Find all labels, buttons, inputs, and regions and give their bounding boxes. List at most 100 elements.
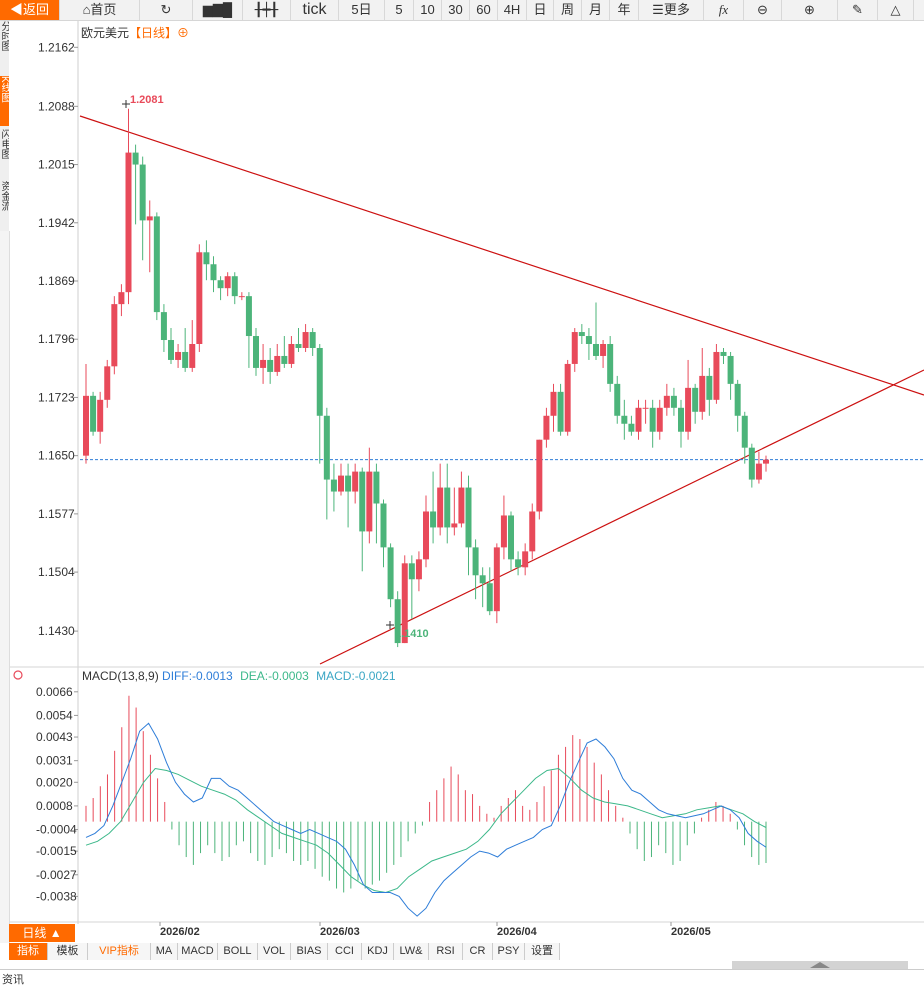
- candle[interactable]: [692, 383, 699, 424]
- zoom-in-button[interactable]: ⊕: [782, 0, 838, 20]
- candle[interactable]: [536, 439, 543, 520]
- candle[interactable]: [621, 399, 628, 440]
- candle[interactable]: [571, 328, 578, 372]
- tab-lw[interactable]: LW&: [394, 943, 429, 960]
- candle[interactable]: [600, 340, 607, 368]
- candle[interactable]: [253, 328, 259, 376]
- zoom-out-button[interactable]: ⊖: [744, 0, 782, 20]
- candle[interactable]: [635, 399, 642, 440]
- candle[interactable]: [224, 272, 231, 297]
- candle[interactable]: [359, 467, 366, 572]
- candle[interactable]: [345, 463, 352, 528]
- candle[interactable]: [139, 156, 146, 261]
- candle[interactable]: [649, 399, 656, 448]
- candle[interactable]: [196, 244, 203, 352]
- period-10min[interactable]: 10: [414, 0, 442, 20]
- candle[interactable]: [699, 347, 706, 420]
- candle[interactable]: [593, 302, 599, 360]
- tab-vol[interactable]: VOL: [258, 943, 291, 960]
- candle[interactable]: [217, 276, 224, 301]
- draw-tool-button[interactable]: ✎: [838, 0, 878, 20]
- candle[interactable]: [146, 200, 153, 273]
- tab-indicator[interactable]: 指标: [9, 943, 48, 960]
- candle[interactable]: [564, 359, 571, 436]
- candle[interactable]: [118, 284, 125, 317]
- tab-ma[interactable]: MA: [151, 943, 178, 960]
- candle[interactable]: [550, 383, 557, 432]
- candle[interactable]: [245, 292, 252, 368]
- tab-kdj[interactable]: KDJ: [362, 943, 394, 960]
- side-tab-kline[interactable]: K线图: [0, 76, 9, 126]
- period-4h[interactable]: 4H: [498, 0, 527, 20]
- candle[interactable]: [267, 347, 274, 384]
- bar-chart-button[interactable]: ▆▇█: [193, 0, 243, 20]
- formula-button[interactable]: fx: [704, 0, 744, 20]
- candle[interactable]: [182, 328, 189, 372]
- candle[interactable]: [281, 336, 288, 368]
- candle[interactable]: [465, 475, 472, 576]
- candle[interactable]: [529, 503, 536, 560]
- candle[interactable]: [607, 336, 614, 392]
- tab-cr[interactable]: CR: [463, 943, 493, 960]
- candle[interactable]: [508, 511, 514, 572]
- candle[interactable]: [748, 443, 755, 488]
- back-button[interactable]: ◀返回: [0, 0, 60, 20]
- horizontal-scrollbar[interactable]: [732, 961, 908, 969]
- kline-chart[interactable]: 1.2162 1.2088 1.2015 1.1942 1.1869 1.1796 1.17…: [0, 0, 924, 945]
- candle[interactable]: [614, 375, 621, 424]
- candle[interactable]: [500, 495, 507, 560]
- tab-bias[interactable]: BIAS: [291, 943, 328, 960]
- candle[interactable]: [670, 387, 677, 416]
- candle[interactable]: [274, 344, 281, 376]
- candle[interactable]: [83, 363, 89, 464]
- tab-template[interactable]: 模板: [48, 943, 88, 960]
- more-button[interactable]: ☰更多: [639, 0, 704, 20]
- candle[interactable]: [125, 108, 132, 305]
- candle[interactable]: [444, 463, 451, 544]
- candle[interactable]: [175, 344, 182, 368]
- candle[interactable]: [238, 292, 245, 301]
- period-5min[interactable]: 5: [385, 0, 414, 20]
- tab-settings[interactable]: 设置: [525, 943, 560, 960]
- period-day[interactable]: 日: [527, 0, 554, 20]
- candle[interactable]: [515, 551, 522, 576]
- candle[interactable]: [585, 328, 592, 360]
- period-30min[interactable]: 30: [442, 0, 470, 20]
- candle[interactable]: [642, 399, 649, 424]
- candle[interactable]: [472, 539, 479, 600]
- candle[interactable]: [288, 336, 295, 368]
- tab-boll[interactable]: BOLL: [218, 943, 258, 960]
- side-tab-flash[interactable]: 闪电图: [0, 129, 9, 159]
- candle[interactable]: [578, 324, 585, 344]
- candle[interactable]: [401, 555, 408, 644]
- candle[interactable]: [430, 471, 437, 544]
- candle[interactable]: [415, 551, 422, 592]
- candle[interactable]: [522, 543, 529, 576]
- candlestick-button[interactable]: ╂┿╂: [243, 0, 291, 20]
- candle[interactable]: [408, 555, 415, 620]
- candle[interactable]: [189, 320, 196, 372]
- lower-trendline[interactable]: [319, 369, 924, 665]
- candle[interactable]: [323, 407, 330, 520]
- candle[interactable]: [111, 296, 118, 375]
- candle[interactable]: [727, 351, 734, 400]
- home-button[interactable]: ⌂首页: [60, 0, 140, 20]
- period-selector[interactable]: 日线 ▲: [9, 924, 75, 942]
- candle[interactable]: [394, 591, 401, 648]
- period-tag[interactable]: 【日线】: [129, 26, 178, 40]
- candle[interactable]: [168, 328, 174, 364]
- period-month[interactable]: 月: [582, 0, 610, 20]
- candle[interactable]: [316, 344, 323, 464]
- side-tab-timeshare[interactable]: 分时图: [0, 21, 9, 51]
- candle[interactable]: [338, 463, 344, 496]
- candle[interactable]: [330, 463, 337, 512]
- candle[interactable]: [734, 379, 741, 432]
- candle[interactable]: [231, 272, 238, 305]
- candle[interactable]: [302, 324, 309, 352]
- candle[interactable]: [437, 463, 444, 536]
- candle[interactable]: [713, 344, 720, 404]
- candle[interactable]: [685, 359, 692, 440]
- tab-psy[interactable]: PSY: [493, 943, 525, 960]
- candle[interactable]: [741, 411, 748, 464]
- candle[interactable]: [260, 344, 267, 384]
